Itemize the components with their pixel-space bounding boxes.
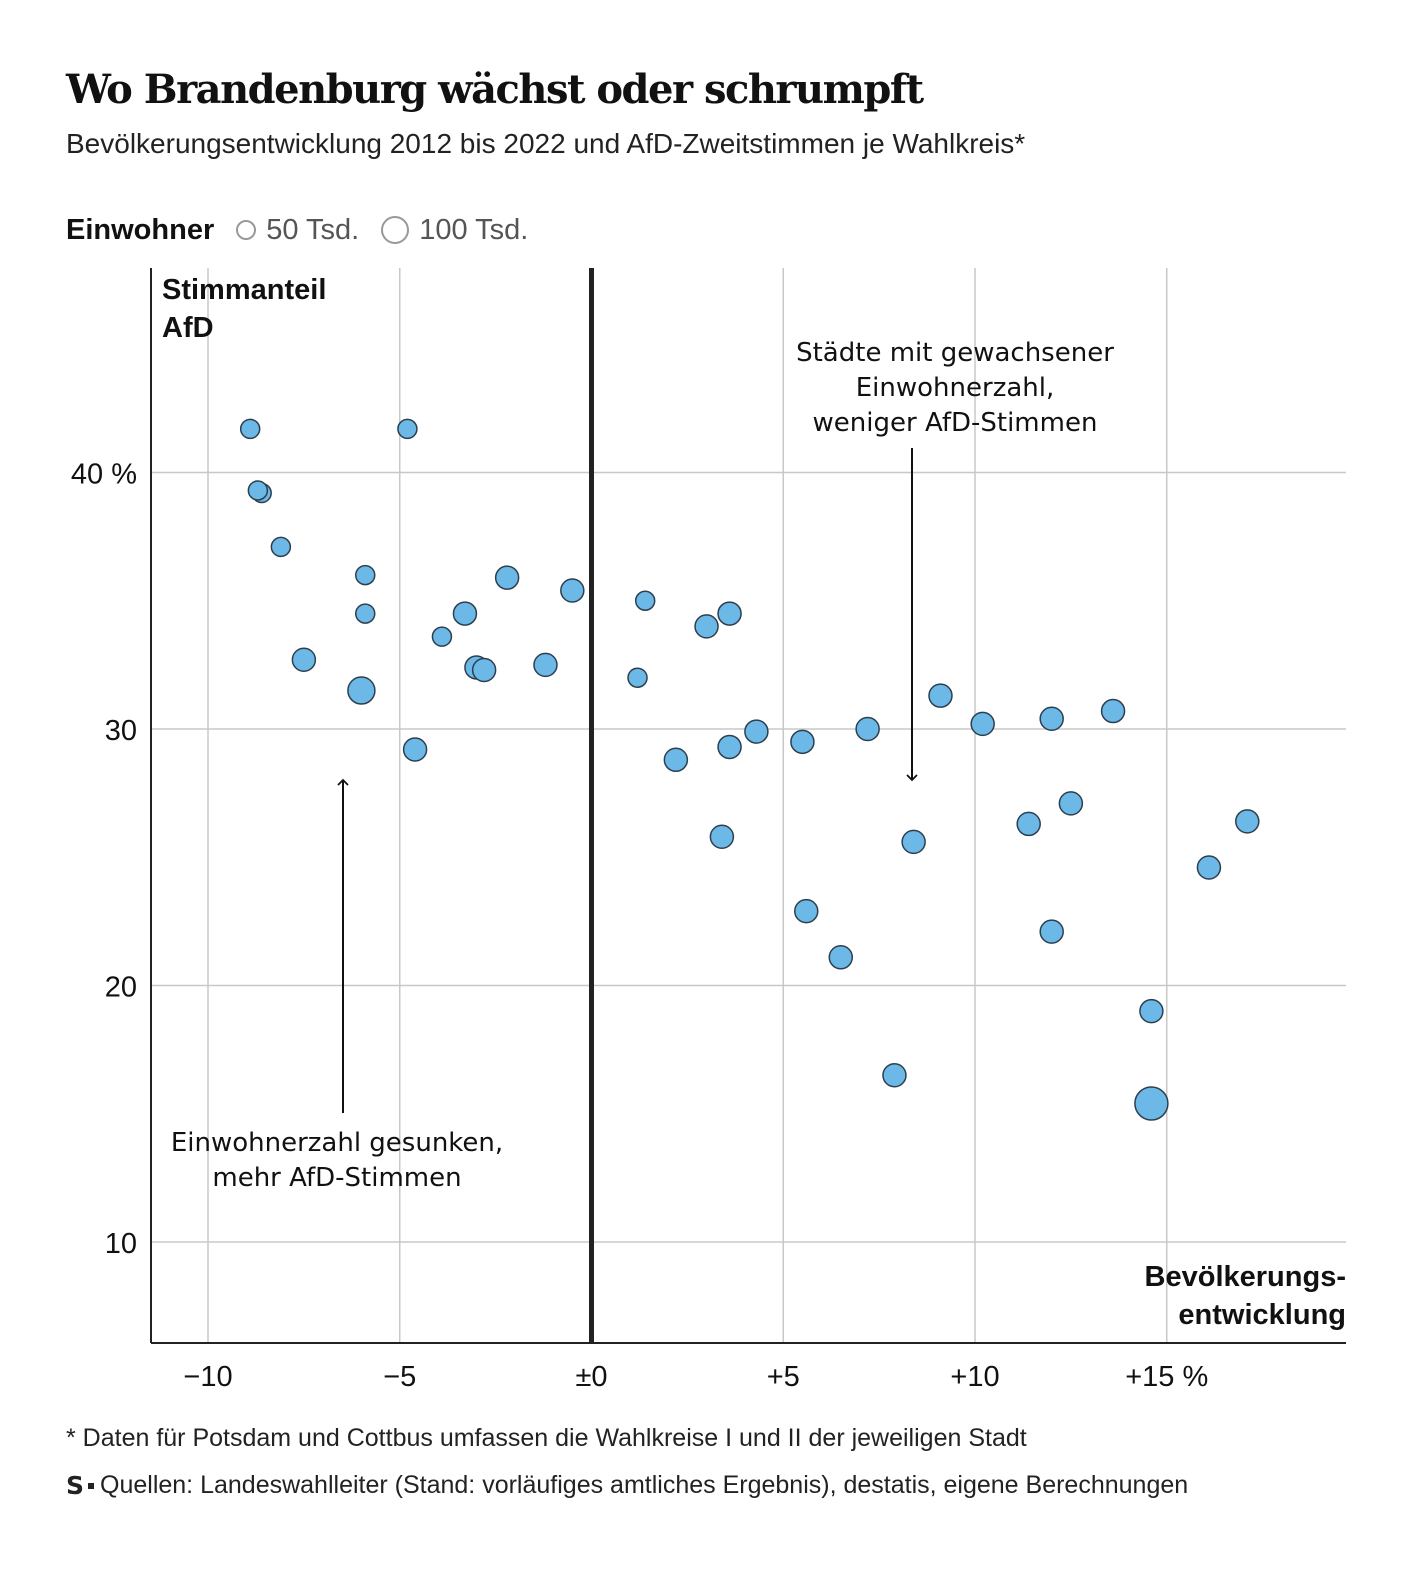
scatter-chart: −10 −5 ±0 +5 +10 +15 % 10 20 30 40 % Stimmanteil Af… xyxy=(71,268,1346,1393)
data-point xyxy=(1139,998,1164,1024)
x-tick-label: ±0 xyxy=(575,1361,607,1393)
publisher-logo: S xyxy=(66,1471,85,1500)
data-point xyxy=(882,1063,907,1088)
data-point xyxy=(634,590,656,611)
data-point xyxy=(794,898,819,924)
x-tick-label: −10 xyxy=(183,1361,232,1393)
data-point xyxy=(347,676,376,705)
data-point xyxy=(1100,698,1126,724)
x-tick-label: +10 xyxy=(950,1361,999,1393)
data-point xyxy=(402,737,428,762)
data-point xyxy=(694,614,719,639)
data-point xyxy=(709,824,735,849)
data-point xyxy=(1235,809,1260,834)
data-point xyxy=(397,418,418,440)
data-point xyxy=(627,667,648,688)
data-point xyxy=(855,716,880,742)
x-tick-label: −5 xyxy=(383,1361,416,1393)
data-point xyxy=(1039,919,1064,944)
data-point xyxy=(471,657,497,683)
x-tick-label: +15 % xyxy=(1125,1361,1208,1393)
data-point xyxy=(744,719,769,744)
data-point xyxy=(270,536,292,558)
data-point xyxy=(717,734,742,760)
data-point xyxy=(494,565,520,590)
data-point xyxy=(533,652,558,678)
size-legend: Einwohner 50 Tsd. 100 Tsd. xyxy=(66,210,550,250)
annotation-growth-text: Einwohnerzahl, xyxy=(856,373,1055,403)
chart-subtitle: Bevölkerungsentwicklung 2012 bis 2022 un… xyxy=(66,128,1026,159)
legend-large-label: 100 Tsd. xyxy=(419,213,529,246)
annotation-growth-text: weniger AfD-Stimmen xyxy=(813,408,1098,438)
data-point xyxy=(663,747,689,773)
data-point xyxy=(1058,791,1084,816)
y-axis-title: Stimmanteil xyxy=(162,274,326,306)
y-tick-label: 30 xyxy=(105,715,137,747)
chart-title: Wo Brandenburg wächst oder schrumpft xyxy=(66,66,924,113)
grid-layer xyxy=(151,268,1346,1343)
legend-title: Einwohner xyxy=(66,213,215,246)
legend-small-circle-icon xyxy=(236,220,257,240)
data-point xyxy=(790,729,815,755)
data-point xyxy=(717,601,742,626)
data-point xyxy=(828,945,854,970)
legend-large-circle-icon xyxy=(381,216,410,244)
y-tick-label: 10 xyxy=(105,1228,137,1260)
data-point xyxy=(239,418,261,440)
data-point xyxy=(354,564,376,586)
data-point xyxy=(1016,811,1041,837)
annotation-shrink-text: mehr AfD-Stimmen xyxy=(212,1163,461,1193)
data-point xyxy=(354,603,376,624)
data-point xyxy=(247,480,269,501)
data-point xyxy=(1134,1086,1169,1121)
y-tick-label: 20 xyxy=(105,972,137,1004)
x-axis-title: Bevölkerungs- xyxy=(1145,1261,1346,1293)
x-tick-label: +5 xyxy=(767,1361,800,1393)
annotation-layer: Städte mit gewachsener Einwohnerzahl, weni… xyxy=(171,338,1114,1193)
data-point xyxy=(1039,706,1064,731)
data-point xyxy=(431,626,453,647)
data-point xyxy=(970,711,995,737)
data-point xyxy=(560,578,585,603)
data-point xyxy=(452,601,478,626)
annotation-growth-text: Städte mit gewachsener xyxy=(796,338,1114,368)
y-tick-label: 40 % xyxy=(71,459,137,491)
separator-dot xyxy=(88,1482,95,1489)
annotation-shrink-text: Einwohnerzahl gesunken, xyxy=(171,1128,503,1158)
data-point xyxy=(1196,855,1222,880)
data-point xyxy=(928,683,953,708)
points-layer xyxy=(239,418,1260,1121)
data-point xyxy=(291,647,317,672)
data-point xyxy=(901,829,926,855)
source-text: Quellen: Landeswahlleiter (Stand: vorläu… xyxy=(100,1471,1189,1499)
source-line: S Quellen: Landeswahlleiter (Stand: vorl… xyxy=(66,1471,1188,1500)
y-axis-title: AfD xyxy=(162,312,214,344)
axis-layer: −10 −5 ±0 +5 +10 +15 % 10 20 30 40 % Stimmanteil Af… xyxy=(71,268,1346,1393)
footnote: * Daten für Potsdam und Cottbus umfassen… xyxy=(66,1424,1027,1452)
legend-small-label: 50 Tsd. xyxy=(266,213,360,246)
x-axis-title: entwicklung xyxy=(1178,1299,1346,1331)
